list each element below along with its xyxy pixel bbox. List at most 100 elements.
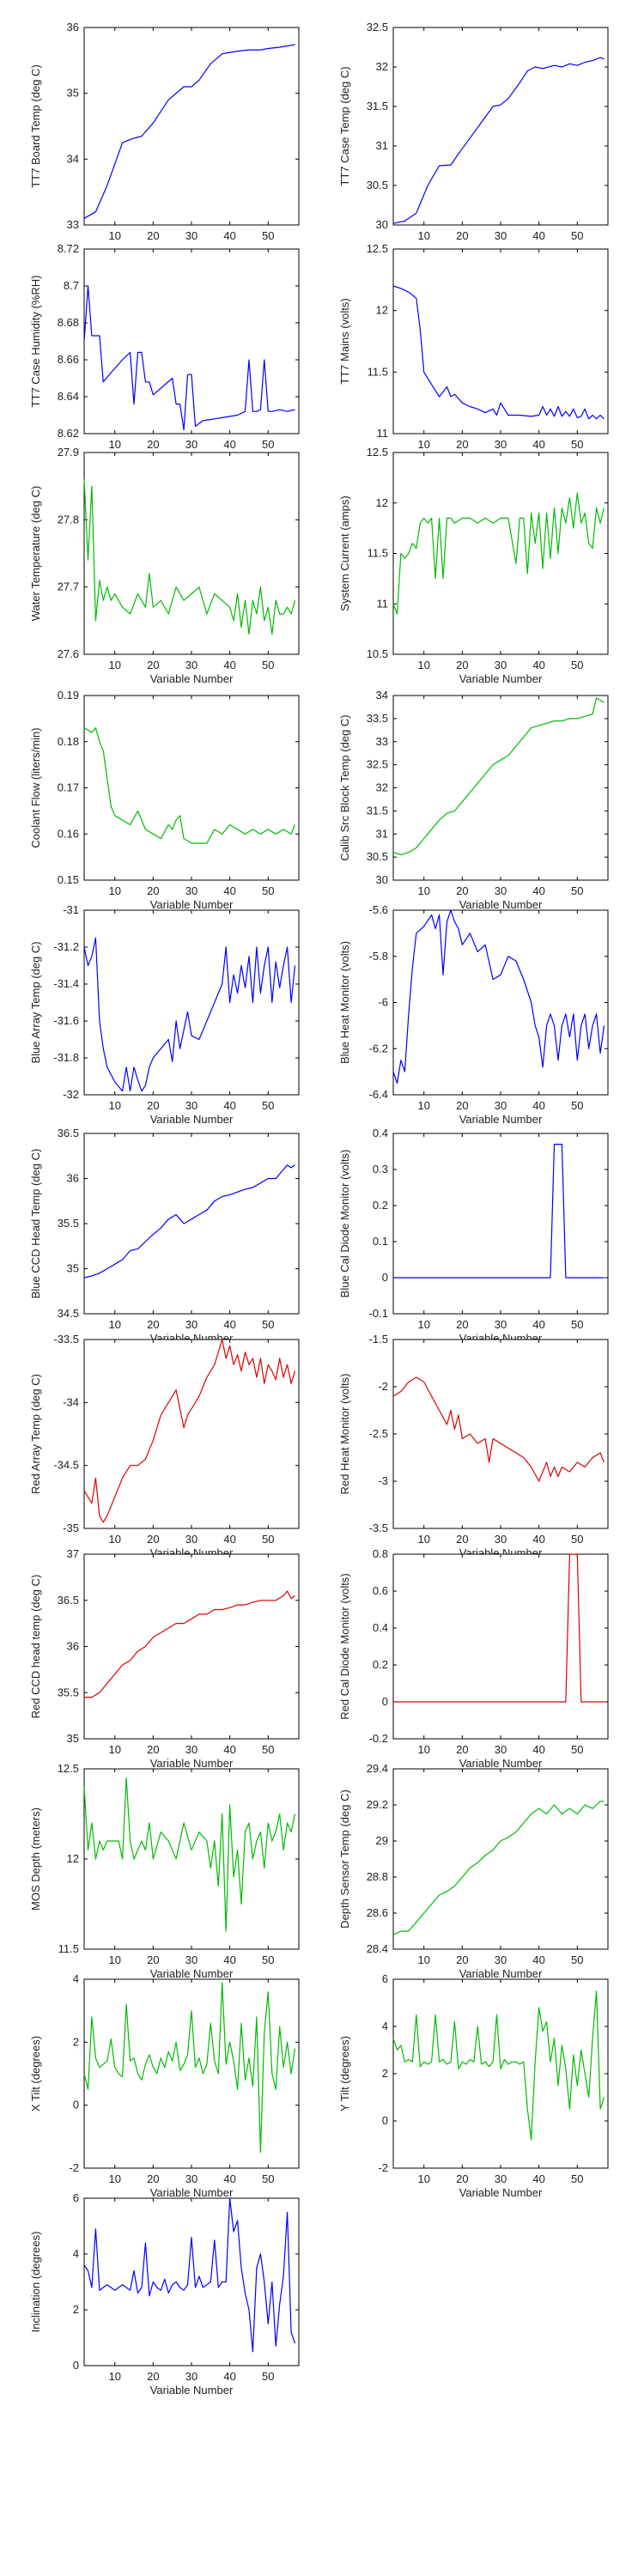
y-tick-label: 8.64: [58, 390, 79, 403]
chart-panel-18: 10 20 30 40 50 28.4 28.6 28.8 29 29.2 29.4 Variable…: [338, 1762, 609, 1980]
y-tick-label: 8.7: [64, 279, 79, 292]
y-tick-label: -2: [69, 2161, 79, 2174]
x-tick-label: 20: [147, 1318, 159, 1331]
x-tick-label: 20: [147, 2370, 159, 2383]
x-tick-label: 50: [571, 1318, 583, 1331]
series-line: [83, 937, 296, 1092]
y-tick-label: 8.72: [58, 242, 79, 255]
y-tick-label: 0.4: [373, 1621, 388, 1634]
x-tick-label: 50: [262, 229, 274, 242]
x-tick-label: 20: [456, 2172, 468, 2185]
x-tick-label: 40: [223, 659, 235, 671]
x-tick-label: 10: [108, 2172, 120, 2185]
series-line: [83, 44, 295, 219]
y-tick-label: 8.68: [58, 316, 79, 329]
x-tick-label: 40: [532, 659, 544, 671]
y-tick-label: 30: [376, 218, 388, 231]
x-tick-label: 50: [262, 1953, 274, 1966]
x-tick-label: 20: [147, 884, 159, 897]
plot-frame: [83, 909, 300, 1096]
y-axis-title: Blue CCD Head Temp (deg C): [29, 1149, 42, 1299]
y-tick-label: 35.5: [58, 1686, 79, 1698]
x-tick-label: 50: [571, 1533, 583, 1546]
x-tick-label: 10: [108, 438, 120, 451]
chart-panel-1: 10 20 30 40 50 33 34 35 36 TT7 Board Temp (deg C): [29, 21, 300, 242]
x-tick-label: 20: [147, 229, 159, 242]
x-tick-label: 30: [495, 438, 507, 451]
chart-panel-19: 10 20 30 40 50 -2 0 2 4 Variable Number X Tilt (de…: [29, 1972, 300, 2199]
y-tick-label: 0.6: [373, 1584, 388, 1597]
y-tick-label: 29: [376, 1834, 388, 1847]
y-tick-label: -31: [63, 903, 79, 916]
y-axis-title: MOS Depth (meters): [29, 1807, 42, 1911]
y-tick-label: 0: [382, 1271, 388, 1284]
x-tick-label: 10: [417, 884, 429, 897]
y-tick-label: 0: [382, 1695, 388, 1708]
chart-panel-3: 10203040508.628.648.668.688.78.72Variabl…: [29, 242, 300, 465]
x-tick-label: 10: [417, 438, 429, 451]
chart-panel-6: 10 20 30 40 50 10.5 11 11.5 12 12.5 Variable Numbe…: [338, 446, 609, 685]
y-tick-label: -31.4: [53, 977, 79, 990]
x-tick-label: 10: [108, 1743, 120, 1756]
chart-panel-5: 10 20 30 40 50 27.6 27.7 27.8 27.9 Variable Numbe…: [29, 446, 300, 685]
chart-panel-2: 10 20 30 40 50 30 30.5 31 31.5 32 32.5 TT7 Case Tem…: [338, 21, 609, 242]
y-tick-label: 0.2: [373, 1658, 388, 1671]
y-axis-title: Blue Cal Diode Monitor (volts): [338, 1150, 351, 1298]
y-tick-label: 31.5: [367, 804, 388, 817]
plot-frame: [392, 1768, 609, 1950]
x-tick-label: 10: [417, 1743, 429, 1756]
x-tick-label: 40: [532, 1953, 544, 1966]
x-tick-label: 30: [495, 1743, 507, 1756]
series-line: [83, 1339, 296, 1523]
x-tick-label: 50: [571, 438, 583, 451]
x-tick-label: 30: [185, 229, 197, 242]
y-axis-title: Inclination (degrees): [29, 2232, 42, 2333]
plot-frame: [83, 1339, 300, 1529]
x-tick-label: 30: [495, 229, 507, 242]
y-tick-label: 0.17: [58, 781, 79, 794]
chart-panel-16: 10 20 30 40 50 -0.2 0 0.2 0.4 0.6 0.8 Variable Numb…: [338, 1547, 609, 1770]
y-tick-label: -34: [63, 1395, 79, 1408]
plot-frame: [83, 695, 300, 881]
y-tick-label: 28.8: [367, 1870, 388, 1883]
series-line: [83, 479, 296, 635]
x-axis-title: Variable Number: [459, 1757, 543, 1770]
series-line: [393, 1143, 605, 1279]
y-tick-label: -2.5: [369, 1427, 388, 1440]
x-tick-label: 20: [456, 229, 468, 242]
y-tick-label: 30.5: [367, 850, 388, 863]
y-tick-label: 32: [376, 60, 388, 73]
y-tick-label: -6.4: [369, 1088, 388, 1101]
x-tick-label: 10: [417, 659, 429, 671]
y-tick-label: -33.5: [53, 1333, 79, 1346]
plot-frame: [83, 452, 300, 655]
x-tick-label: 20: [147, 1743, 159, 1756]
x-tick-label: 30: [185, 1318, 197, 1331]
y-tick-label: 12.5: [367, 446, 388, 459]
y-tick-label: 29.4: [367, 1762, 388, 1775]
x-tick-label: 40: [532, 1318, 544, 1331]
x-axis-title: Variable Number: [150, 2384, 234, 2397]
x-tick-label: 10: [417, 1099, 429, 1112]
x-tick-label: 30: [185, 2172, 197, 2185]
y-tick-label: -34.5: [53, 1459, 79, 1472]
x-tick-label: 50: [571, 1099, 583, 1112]
y-tick-label: 36.5: [58, 1127, 79, 1139]
x-tick-label: 20: [147, 659, 159, 671]
x-tick-label: 30: [495, 659, 507, 671]
y-axis-title: Red CCD head temp (deg C): [29, 1575, 42, 1719]
y-axis-title: X Tilt (degrees): [29, 2036, 42, 2111]
y-tick-label: 27.6: [58, 647, 79, 660]
y-tick-label: 35.5: [58, 1217, 79, 1230]
x-tick-label: 10: [108, 1533, 120, 1546]
chart-panel-10: 10 20 30 40 50 -6.4 -6.2 -6 -5.8 -5.6 Variable Num…: [338, 903, 609, 1126]
x-tick-label: 50: [571, 229, 583, 242]
y-tick-label: -5.8: [369, 950, 388, 963]
y-tick-label: 36: [67, 1172, 79, 1185]
y-tick-label: -32: [63, 1088, 79, 1101]
y-tick-label: -31.2: [53, 940, 79, 953]
y-tick-label: 34: [376, 689, 388, 702]
x-tick-label: 20: [456, 438, 468, 451]
x-tick-label: 40: [223, 438, 235, 451]
x-tick-label: 20: [456, 659, 468, 671]
